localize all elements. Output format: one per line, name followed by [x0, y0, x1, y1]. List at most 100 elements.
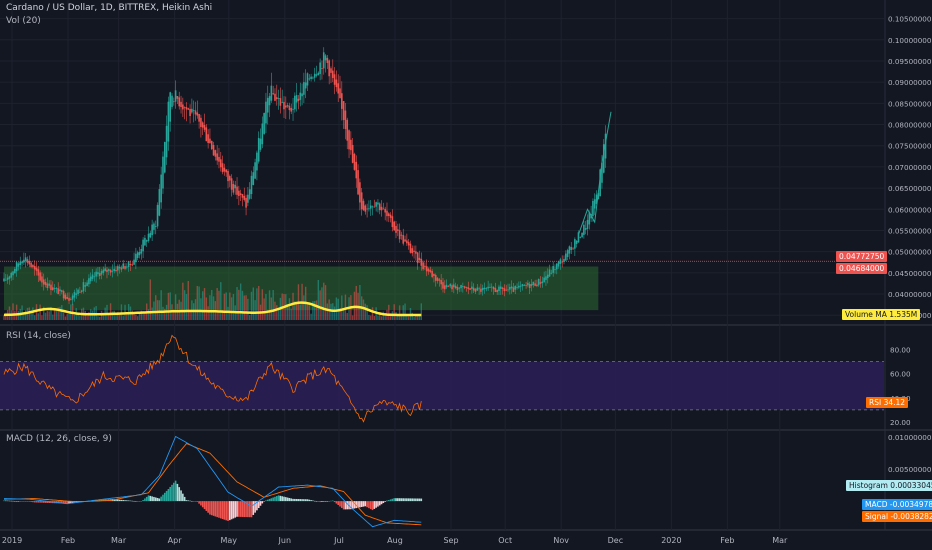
candle-body[interactable]: [378, 203, 381, 211]
candle-body[interactable]: [100, 271, 103, 275]
candle-body[interactable]: [140, 248, 143, 254]
candle-body[interactable]: [303, 82, 305, 95]
candle-body[interactable]: [422, 262, 424, 270]
candle-body[interactable]: [476, 287, 479, 291]
candle-body[interactable]: [165, 125, 168, 158]
candle-body[interactable]: [411, 248, 414, 254]
candle-body[interactable]: [593, 199, 596, 209]
candle-body[interactable]: [261, 123, 264, 145]
candle-body[interactable]: [162, 156, 164, 189]
candle-body[interactable]: [530, 283, 533, 287]
candle-body[interactable]: [433, 273, 435, 276]
candle-body[interactable]: [480, 288, 482, 292]
candle-body[interactable]: [369, 205, 372, 209]
signal-line[interactable]: [4, 442, 422, 526]
candle-body[interactable]: [498, 286, 500, 292]
candle-body[interactable]: [5, 279, 7, 281]
candle-body[interactable]: [519, 285, 522, 287]
candle-body[interactable]: [451, 285, 453, 290]
candle-body[interactable]: [525, 285, 527, 286]
candle-body[interactable]: [393, 221, 396, 231]
candle-body[interactable]: [297, 98, 300, 101]
candle-body[interactable]: [442, 282, 444, 289]
candle-body[interactable]: [563, 258, 565, 263]
candle-body[interactable]: [561, 261, 564, 263]
candle-body[interactable]: [203, 124, 206, 130]
candle-body[interactable]: [512, 287, 515, 292]
candle-body[interactable]: [270, 85, 273, 101]
candle-body[interactable]: [104, 268, 106, 272]
candle-body[interactable]: [97, 272, 99, 275]
candle-body[interactable]: [135, 253, 137, 263]
candle-body[interactable]: [351, 144, 354, 163]
candle-body[interactable]: [127, 261, 130, 267]
candle-body[interactable]: [173, 101, 175, 103]
candle-body[interactable]: [449, 284, 452, 287]
candle-body[interactable]: [601, 162, 603, 183]
candle-body[interactable]: [462, 286, 464, 287]
candle-body[interactable]: [382, 208, 385, 210]
candle-body[interactable]: [238, 190, 240, 197]
candle-body[interactable]: [570, 247, 573, 250]
candle-body[interactable]: [109, 270, 112, 273]
candle-body[interactable]: [14, 269, 16, 274]
candle-body[interactable]: [447, 286, 450, 287]
candle-body[interactable]: [406, 240, 408, 244]
candle-body[interactable]: [151, 224, 153, 236]
candle-body[interactable]: [230, 178, 233, 190]
candle-body[interactable]: [577, 232, 580, 243]
candle-body[interactable]: [375, 202, 377, 207]
candle-body[interactable]: [359, 182, 361, 203]
candle-body[interactable]: [176, 95, 179, 99]
candle-body[interactable]: [427, 268, 430, 272]
candle-body[interactable]: [384, 208, 386, 213]
candle-body[interactable]: [250, 175, 253, 195]
candle-body[interactable]: [88, 278, 90, 285]
candle-body[interactable]: [144, 237, 146, 246]
candle-body[interactable]: [263, 113, 265, 134]
candle-body[interactable]: [178, 97, 181, 107]
candle-body[interactable]: [514, 285, 517, 290]
candle-body[interactable]: [425, 266, 428, 272]
candle-body[interactable]: [153, 223, 155, 230]
candle-body[interactable]: [57, 288, 59, 295]
candle-body[interactable]: [113, 268, 115, 272]
candle-body[interactable]: [424, 265, 426, 267]
candle-body[interactable]: [285, 105, 287, 108]
candle-body[interactable]: [588, 212, 591, 225]
volume-legend[interactable]: Vol (20): [6, 16, 41, 26]
candle-body[interactable]: [225, 169, 227, 173]
candle-body[interactable]: [259, 138, 262, 150]
candle-body[interactable]: [521, 284, 524, 287]
candle-body[interactable]: [192, 110, 195, 112]
candle-body[interactable]: [322, 52, 325, 69]
candle-body[interactable]: [404, 239, 406, 242]
candle-body[interactable]: [194, 110, 197, 115]
candle-body[interactable]: [295, 95, 298, 103]
candle-body[interactable]: [350, 139, 352, 151]
candle-body[interactable]: [218, 156, 220, 162]
candle-body[interactable]: [283, 101, 285, 110]
candle-body[interactable]: [418, 257, 421, 261]
candle-body[interactable]: [32, 264, 34, 268]
candle-body[interactable]: [216, 153, 218, 161]
candle-body[interactable]: [315, 74, 318, 76]
candle-body[interactable]: [48, 283, 50, 286]
candle-body[interactable]: [221, 163, 224, 173]
candle-body[interactable]: [539, 282, 542, 284]
candle-body[interactable]: [64, 294, 67, 300]
candle-body[interactable]: [73, 292, 76, 298]
candle-body[interactable]: [469, 288, 471, 290]
candle-body[interactable]: [122, 263, 125, 269]
candle-body[interactable]: [301, 93, 303, 97]
candle-body[interactable]: [294, 95, 296, 110]
candle-body[interactable]: [277, 97, 280, 99]
candle-body[interactable]: [169, 92, 171, 122]
candle-body[interactable]: [550, 272, 553, 274]
candle-body[interactable]: [149, 232, 152, 238]
candle-body[interactable]: [138, 251, 141, 256]
candle-body[interactable]: [182, 104, 184, 110]
candle-body[interactable]: [290, 107, 293, 112]
candle-body[interactable]: [494, 288, 497, 292]
candle-body[interactable]: [324, 55, 327, 61]
